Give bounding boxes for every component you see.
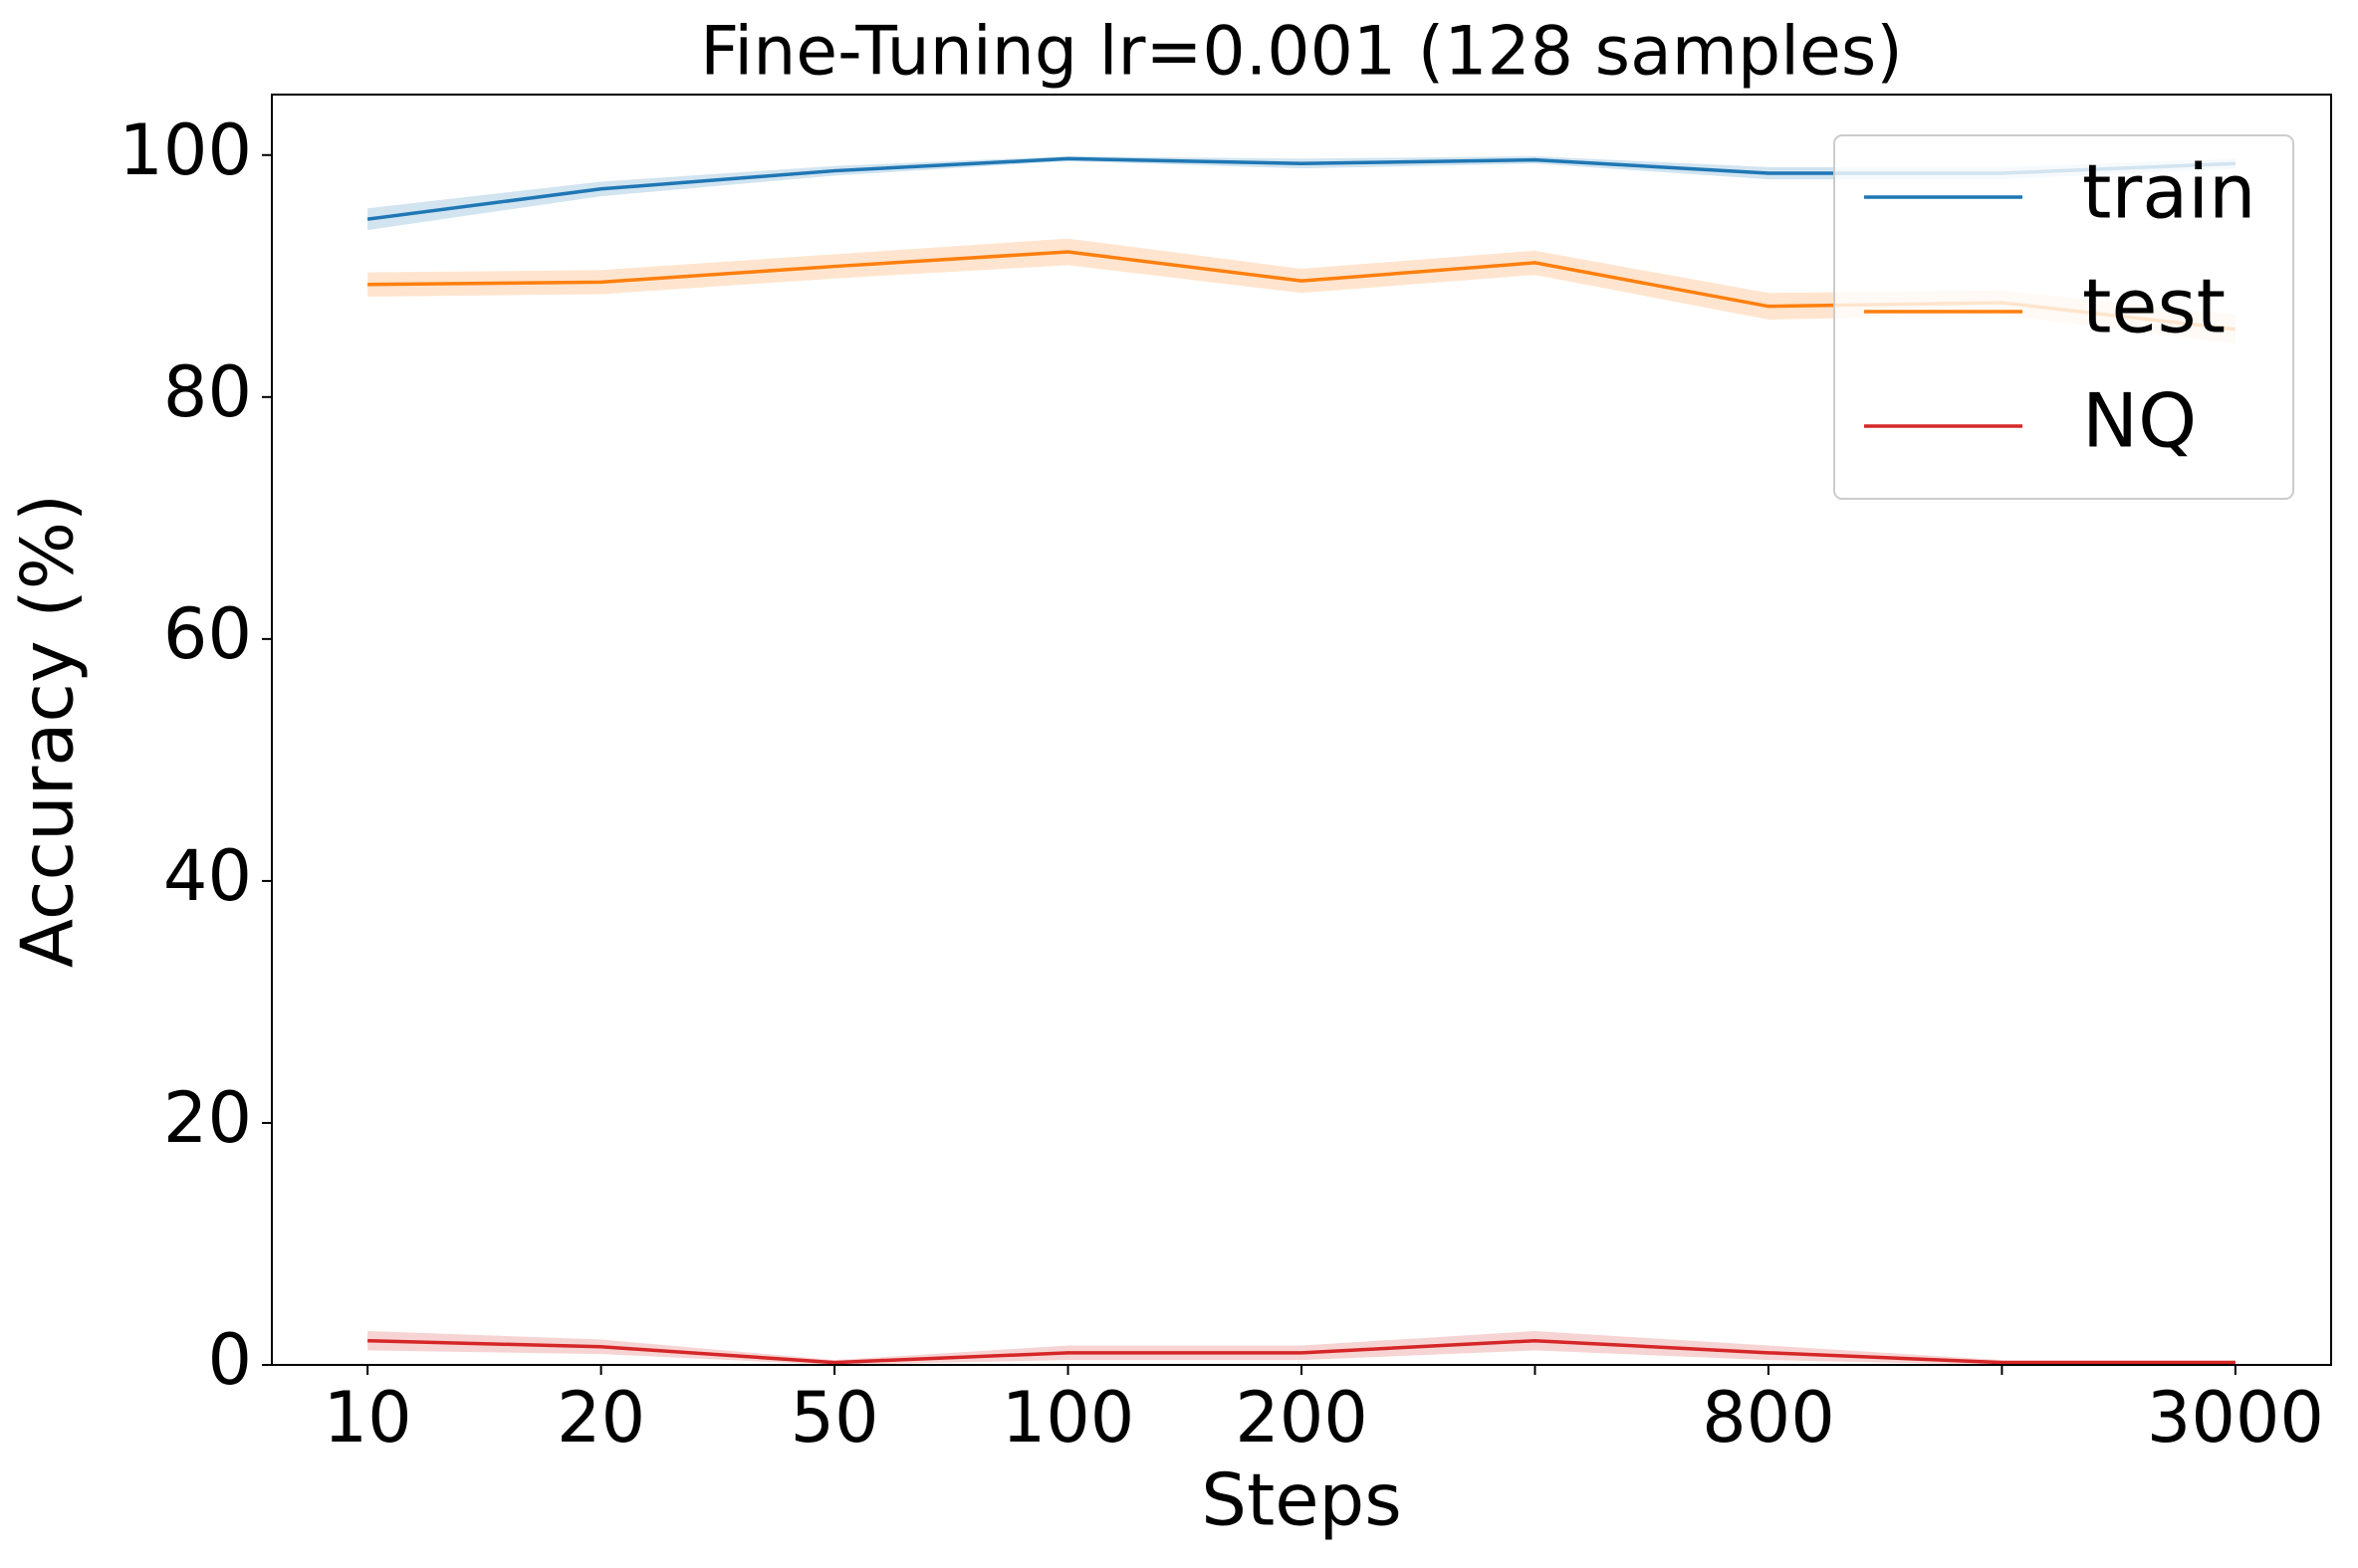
x-tick-label: 50 bbox=[791, 1377, 879, 1458]
y-tick-label: 80 bbox=[163, 351, 252, 433]
plot-frame bbox=[271, 94, 2332, 1366]
legend-box bbox=[1833, 134, 2294, 500]
legend-label: test bbox=[2082, 263, 2226, 350]
x-axis-label: Steps bbox=[1201, 1458, 1401, 1542]
x-tick-label: 20 bbox=[557, 1377, 645, 1458]
x-tick-label: 800 bbox=[1702, 1377, 1835, 1458]
legend: train test NQ bbox=[1833, 134, 2294, 500]
legend-label: train bbox=[2082, 148, 2256, 236]
y-tick-label: 40 bbox=[163, 835, 252, 917]
error-band bbox=[367, 1330, 2236, 1365]
line bbox=[367, 1338, 2236, 1365]
y-tick-label: 20 bbox=[163, 1077, 252, 1159]
y-tick-label: 0 bbox=[207, 1319, 252, 1401]
y-tick-label: 60 bbox=[163, 593, 252, 675]
x-tick-label: 3000 bbox=[2147, 1377, 2324, 1458]
y-tick-label: 100 bbox=[118, 110, 252, 191]
x-tick-label: 100 bbox=[1002, 1377, 1135, 1458]
x-tick-label: 10 bbox=[324, 1377, 412, 1458]
y-axis-label: Accuracy (%) bbox=[6, 494, 90, 968]
legend-label: NQ bbox=[2082, 377, 2197, 465]
x-tick-label: 200 bbox=[1235, 1377, 1368, 1458]
chart-title: Fine-Tuning lr=0.001 (128 samples) bbox=[700, 13, 1903, 92]
